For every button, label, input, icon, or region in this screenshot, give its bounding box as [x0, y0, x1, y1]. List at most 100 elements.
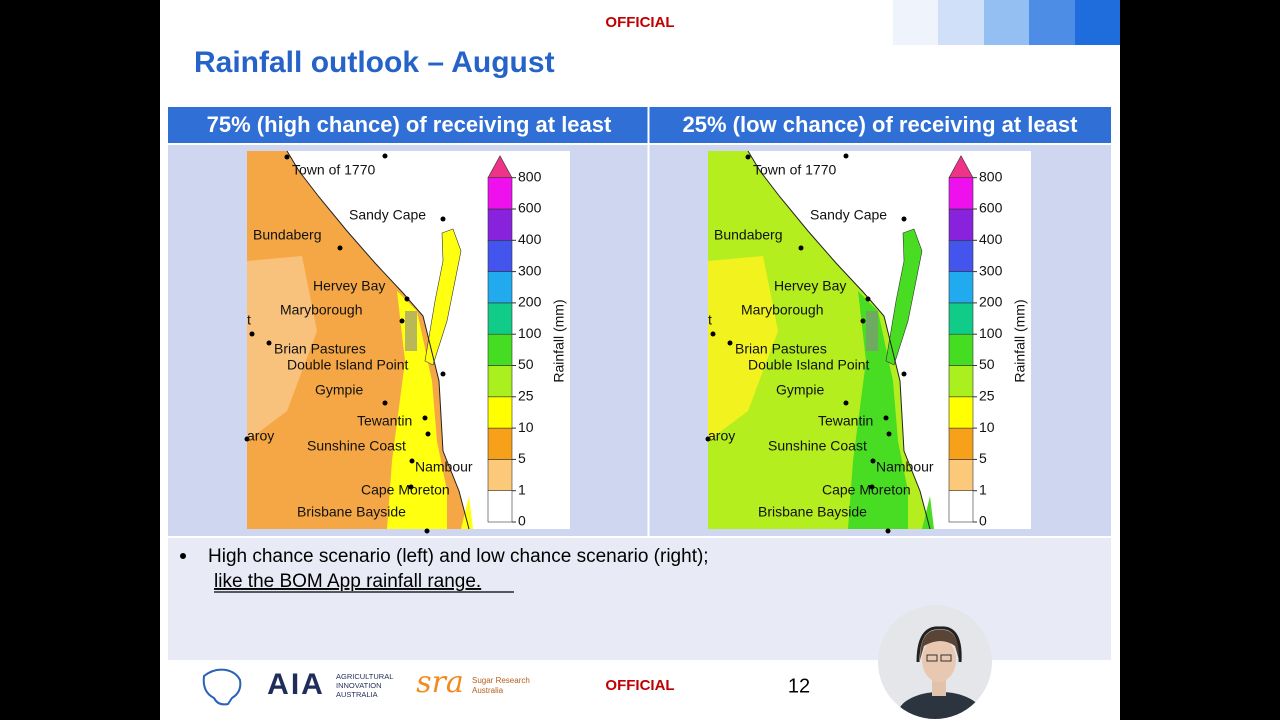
map-label: Maryborough [741, 302, 824, 318]
legend-tick-label: 300 [518, 262, 542, 278]
map-label: Bundaberg [253, 227, 322, 243]
legend-tick-label: 1 [518, 481, 526, 497]
town-dot [843, 153, 849, 159]
town-dot [869, 484, 875, 490]
legend-tick-label: 300 [979, 262, 1003, 278]
legend-tick-label: 600 [979, 200, 1003, 216]
bay [405, 311, 417, 351]
logo-icon [202, 668, 242, 706]
legend-tick-label: 800 [518, 168, 542, 184]
town-dot [382, 400, 388, 406]
island [461, 496, 473, 529]
legend-title: Rainfall (mm) [551, 299, 567, 382]
legend-tick-label: 0 [518, 513, 526, 529]
town-dot [705, 436, 711, 442]
legend-tick-label: 25 [979, 388, 995, 404]
legend-swatch [948, 490, 974, 523]
map-label: Nambour [415, 459, 473, 475]
map-label: Double Island Point [287, 357, 409, 373]
map-label: Cape Moreton [822, 482, 911, 498]
legend-swatch [487, 155, 513, 178]
table-header [168, 107, 1111, 143]
legend-swatch [487, 427, 513, 460]
coastline [286, 150, 470, 530]
legend-swatch [487, 333, 513, 366]
sea [748, 151, 944, 529]
map-label: Hervey Bay [774, 278, 846, 294]
map-label: Bundaberg [714, 227, 783, 243]
legend-swatch [487, 208, 513, 241]
coastal-zone [848, 291, 908, 529]
legend-swatch [948, 333, 974, 366]
town-dot [404, 296, 410, 302]
legend-swatch [948, 240, 974, 272]
legend-swatch [487, 396, 513, 429]
legend-swatch [487, 302, 513, 335]
legend-tick-label: 200 [518, 294, 542, 310]
legend-swatch [948, 396, 974, 429]
legend-swatch [948, 177, 974, 210]
map-label: Town of 1770 [753, 162, 836, 178]
town-dot [901, 216, 907, 222]
deco [938, 0, 984, 45]
bay [866, 311, 878, 351]
map-label: aroy [247, 428, 274, 444]
map-label: Gympie [776, 382, 824, 398]
classification: OFFICIAL [605, 677, 674, 694]
town-dot [865, 296, 871, 302]
map-label: Sandy Cape [810, 207, 887, 223]
town-dot [266, 340, 272, 346]
map-label: Town of 1770 [292, 162, 375, 178]
town-dot [284, 154, 290, 160]
map-label: Sunshine Coast [768, 438, 867, 454]
legend-swatch [948, 302, 974, 335]
sea [287, 151, 483, 529]
town-dot [399, 318, 405, 324]
coastal-zone [387, 291, 447, 529]
link[interactable]: like the BOM App rainfall range. [214, 571, 481, 592]
map-label: aroy [708, 428, 735, 444]
legend-tick-label: 400 [979, 231, 1003, 247]
town-dot [422, 415, 428, 421]
sra-name: Sugar Research [472, 676, 530, 685]
deco [1029, 0, 1075, 45]
map-label: Hervey Bay [313, 278, 385, 294]
town-dot [885, 528, 891, 534]
map-label: Double Island Point [748, 357, 870, 373]
legend-tick-label: 0 [979, 513, 987, 529]
town-dot [710, 331, 716, 337]
legend-tick-label: 10 [979, 419, 995, 435]
town-dot [440, 371, 446, 377]
town-dot [249, 331, 255, 337]
legend-swatch [948, 208, 974, 241]
legend-tick-label: 5 [518, 450, 526, 466]
map-label: Tewantin [818, 413, 873, 429]
aia-name: AGRICULTURAL [336, 672, 393, 681]
legend-swatch [487, 177, 513, 210]
legend-tick-label: 50 [518, 356, 534, 372]
legend-tick-label: 100 [518, 325, 542, 341]
legend-tick-label: 100 [979, 325, 1003, 341]
map-label: Sunshine Coast [307, 438, 406, 454]
classification: OFFICIAL [605, 14, 674, 31]
deco [984, 0, 1029, 45]
legend-swatch [948, 271, 974, 304]
column-header: 75% (high chance) of receiving at least [207, 112, 612, 137]
legend-swatch [487, 459, 513, 491]
bullet-text: High chance scenario (left) and low chan… [208, 546, 709, 567]
column-header: 25% (low chance) of receiving at least [683, 112, 1079, 137]
coastline [747, 150, 931, 530]
town-dot [843, 400, 849, 406]
town-dot [337, 245, 343, 251]
map-label: Brisbane Bayside [758, 504, 867, 520]
legend-swatch [487, 240, 513, 272]
map-label: Brisbane Bayside [297, 504, 406, 520]
legend-tick-label: 200 [979, 294, 1003, 310]
aia-mark: AIA [267, 668, 325, 701]
maps: Town of 1770 Sandy Cape Bundaberg Hervey Ba… [244, 150, 1031, 534]
town-dot [424, 528, 430, 534]
legend-swatch [487, 490, 513, 523]
town-dot [901, 371, 907, 377]
sra-mark: sra [416, 665, 464, 700]
town-dot [886, 431, 892, 437]
